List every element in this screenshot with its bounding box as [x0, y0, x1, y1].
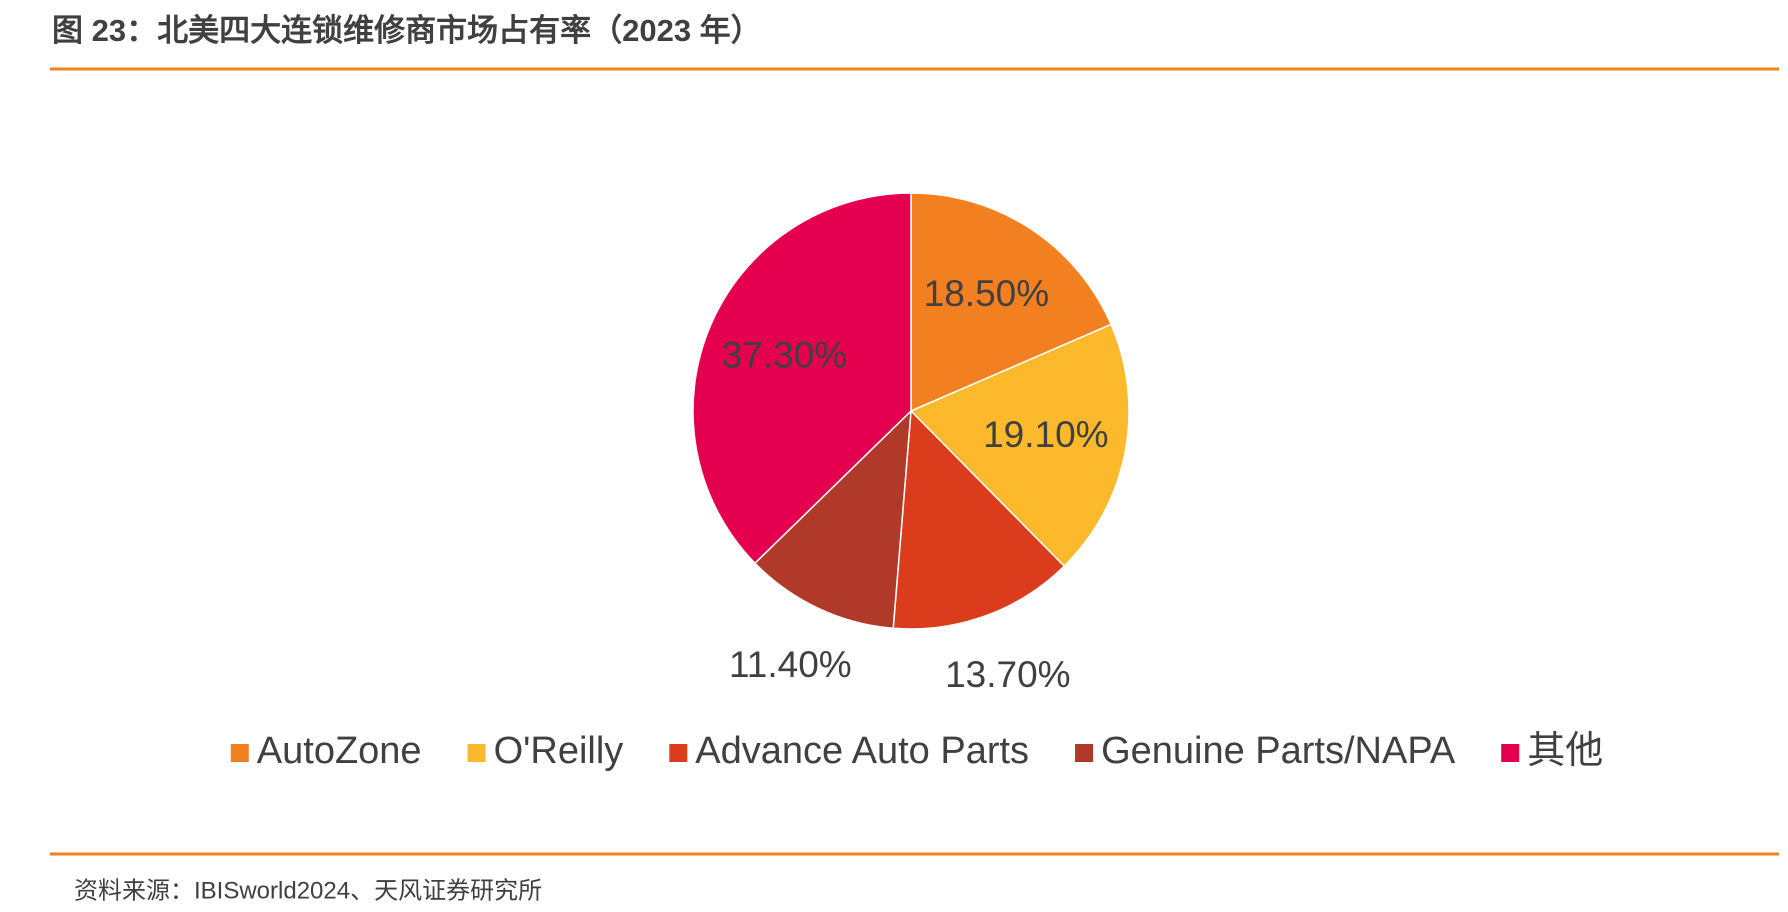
pie-slice — [910, 192, 1113, 413]
data-label: 13.70% — [945, 654, 1071, 695]
legend-swatch — [230, 744, 249, 762]
legend-swatch — [1075, 744, 1094, 762]
data-label: 11.40% — [729, 644, 852, 685]
legend-item: Advance Auto Parts — [669, 730, 1029, 772]
legend-label: Advance Auto Parts — [695, 730, 1029, 772]
legend-label: 其他 — [1527, 730, 1603, 772]
legend-swatch — [467, 744, 486, 762]
data-label: 19.10% — [983, 414, 1109, 455]
legend-item: 其他 — [1501, 730, 1603, 772]
legend-item: O'Reilly — [467, 730, 624, 772]
legend-swatch — [669, 744, 688, 762]
pie-slice — [753, 409, 912, 630]
pie-slice — [909, 323, 1130, 568]
legend-swatch — [1501, 744, 1520, 762]
legend-item: Genuine Parts/NAPA — [1075, 730, 1456, 772]
legend-item: AutoZone — [230, 730, 422, 772]
legend-label: Genuine Parts/NAPA — [1101, 730, 1456, 772]
source-note: 资料来源：IBISworld2024、天风证券研究所 — [74, 877, 542, 904]
data-label: 37.30% — [722, 334, 848, 375]
chart-title: 图 23：北美四大连锁维修商市场占有率（2023 年） — [52, 13, 762, 48]
data-label: 18.50% — [924, 273, 1050, 314]
pie-slice — [892, 409, 1066, 630]
pie-slice — [692, 192, 912, 565]
legend-label: AutoZone — [257, 730, 422, 772]
legend-label: O'Reilly — [494, 730, 624, 772]
